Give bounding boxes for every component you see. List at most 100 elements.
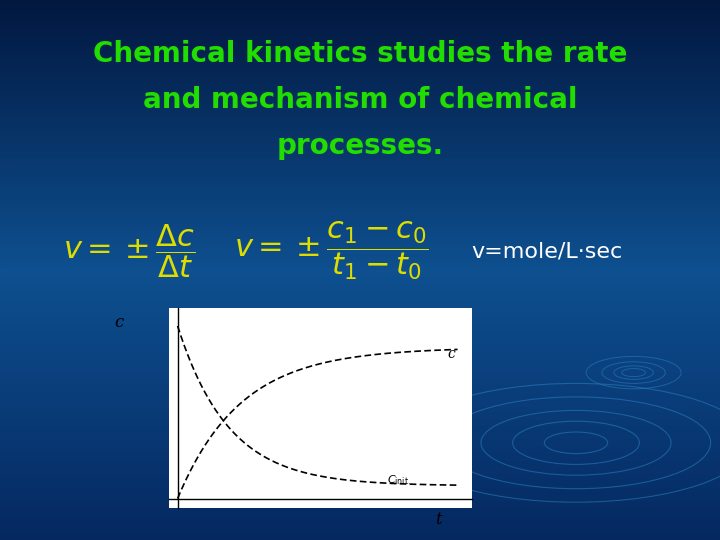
Bar [0, 219, 720, 221]
Bar [0, 446, 720, 448]
Bar [0, 224, 720, 227]
Bar [0, 424, 720, 427]
Bar [0, 470, 720, 472]
Bar [0, 140, 720, 143]
Bar [0, 367, 720, 370]
Bar [0, 405, 720, 408]
Bar [0, 213, 720, 216]
Bar [0, 281, 720, 284]
Text: and mechanism of chemical: and mechanism of chemical [143, 86, 577, 114]
Bar [0, 340, 720, 343]
Bar [0, 410, 720, 413]
Bar [0, 389, 720, 392]
Bar [0, 78, 720, 81]
Bar [0, 38, 720, 40]
Bar [0, 529, 720, 532]
Bar [0, 5, 720, 8]
Text: c: c [114, 314, 124, 331]
Bar [0, 510, 720, 513]
Bar [0, 448, 720, 451]
Bar [0, 111, 720, 113]
Bar [0, 127, 720, 130]
Bar [0, 381, 720, 383]
Bar [0, 521, 720, 524]
Bar [0, 443, 720, 445]
Bar [0, 500, 720, 502]
Bar [0, 100, 720, 103]
Bar [0, 162, 720, 165]
Bar [0, 178, 720, 181]
Bar [0, 135, 720, 138]
Bar [0, 270, 720, 273]
Bar [0, 286, 720, 289]
Bar [0, 0, 720, 3]
Bar [0, 351, 720, 354]
Bar [0, 346, 720, 348]
Bar [0, 157, 720, 159]
Bar [0, 119, 720, 122]
Bar [0, 49, 720, 51]
Bar [0, 89, 720, 92]
Bar [0, 124, 720, 127]
Bar [0, 278, 720, 281]
Bar [0, 451, 720, 454]
Bar [0, 186, 720, 189]
Bar [0, 86, 720, 89]
Bar [0, 70, 720, 73]
Bar [0, 478, 720, 481]
Bar [0, 386, 720, 389]
Bar [0, 221, 720, 224]
Bar [0, 19, 720, 22]
Bar [0, 122, 720, 124]
Bar [0, 146, 720, 148]
Bar [0, 364, 720, 367]
Bar [0, 392, 720, 394]
Bar [0, 235, 720, 238]
Bar [0, 302, 720, 305]
Bar [0, 432, 720, 435]
Bar [0, 421, 720, 424]
Bar [0, 289, 720, 292]
Bar [0, 57, 720, 59]
Bar [0, 305, 720, 308]
Bar [0, 167, 720, 170]
Bar [0, 373, 720, 375]
Bar [0, 65, 720, 68]
Bar [0, 189, 720, 192]
Bar [0, 62, 720, 65]
Bar [0, 227, 720, 229]
Bar [0, 402, 720, 405]
Bar [0, 505, 720, 508]
Bar [0, 154, 720, 157]
Bar [0, 518, 720, 521]
Text: c: c [447, 347, 455, 361]
Text: t: t [436, 511, 442, 528]
Bar [0, 284, 720, 286]
Bar [0, 327, 720, 329]
Bar [0, 437, 720, 440]
Bar [0, 321, 720, 324]
Bar [0, 267, 720, 270]
Bar [0, 197, 720, 200]
Bar [0, 378, 720, 381]
Bar [0, 192, 720, 194]
Bar [0, 51, 720, 54]
Bar [0, 46, 720, 49]
Bar [0, 454, 720, 456]
Bar [0, 24, 720, 27]
Bar [0, 116, 720, 119]
Bar [0, 202, 720, 205]
Bar [0, 40, 720, 43]
Bar [0, 73, 720, 76]
Bar [0, 297, 720, 300]
Bar [0, 176, 720, 178]
Bar [0, 316, 720, 319]
Bar [0, 184, 720, 186]
Bar [0, 205, 720, 208]
Bar [0, 159, 720, 162]
Bar [0, 251, 720, 254]
Bar [0, 356, 720, 359]
Bar [0, 400, 720, 402]
Bar [0, 35, 720, 38]
Bar [0, 22, 720, 24]
